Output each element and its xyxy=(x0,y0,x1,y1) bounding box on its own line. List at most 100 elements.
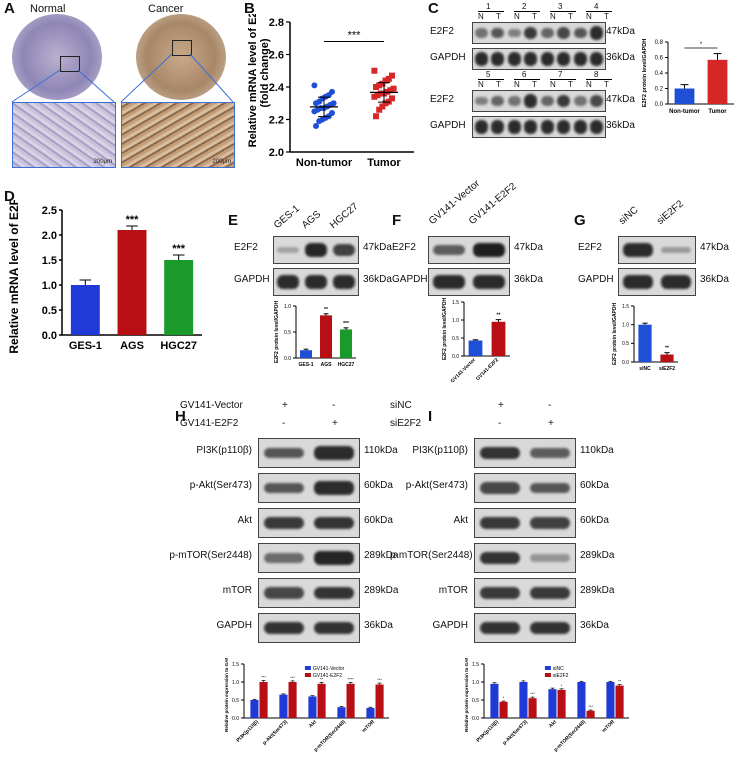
row-label: GAPDH xyxy=(578,274,614,285)
blot-band xyxy=(590,120,604,134)
x-tick-label: siNC xyxy=(639,366,651,372)
kda-label: 36kDa xyxy=(580,620,609,631)
lane-n-label: N xyxy=(478,80,484,89)
lane-n-label: N xyxy=(586,12,592,21)
y-tick-label: 0.0 xyxy=(655,102,664,108)
significance-label: *** xyxy=(290,675,295,680)
y-axis-label: (fold change) xyxy=(259,38,271,107)
bar xyxy=(586,710,595,718)
blot-band xyxy=(573,120,587,134)
significance-label: *** xyxy=(261,675,266,680)
blot-band xyxy=(433,275,465,289)
y-tick-label: 0.8 xyxy=(655,40,664,46)
significance-label: * xyxy=(700,42,703,48)
bar xyxy=(606,682,615,718)
lane-number: 3 xyxy=(558,2,563,11)
lane-number: 8 xyxy=(594,70,599,79)
bar xyxy=(528,698,537,718)
condition-1-label: siNC xyxy=(390,400,412,411)
chart-g-bar: 0.0 0.5 1.0 1.5 E2F2 protein level/GAPDH siNC… xyxy=(612,302,678,372)
blot-strip xyxy=(258,508,360,538)
e2f2-blot-strip xyxy=(472,90,606,112)
x-tick-label: GV141-Vector xyxy=(450,357,477,382)
significance-label: ** xyxy=(324,307,328,313)
lane-n-label: N xyxy=(550,12,556,21)
cancer-title: Cancer xyxy=(148,3,184,15)
row-label: PI3K(p110β) xyxy=(196,445,252,456)
x-tick-label: siE2F2 xyxy=(659,366,675,372)
blot-band xyxy=(474,28,488,38)
kda-label: 47kDa xyxy=(514,242,543,253)
kda-label: 36kDa xyxy=(364,620,393,631)
x-tick-label: Tumor xyxy=(367,157,401,169)
data-point xyxy=(389,72,395,79)
y-tick-label: 0.0 xyxy=(232,716,239,722)
blot-band xyxy=(530,621,570,635)
row-label: E2F2 xyxy=(392,242,416,253)
lane-number: 5 xyxy=(486,70,491,79)
blot-band xyxy=(433,244,465,256)
e2f2-blot-strip xyxy=(618,236,696,264)
y-axis-label: Relative mRNA level of E2F2 xyxy=(247,14,259,147)
y-tick-label: 0.4 xyxy=(655,71,664,77)
significance-label: *** xyxy=(348,30,362,42)
bar xyxy=(557,689,566,718)
x-tick-label: mTOR xyxy=(361,719,376,734)
legend-label: GV141-Vector xyxy=(313,666,345,672)
y-tick-label: 1.0 xyxy=(622,322,629,328)
lane-t-label: T xyxy=(532,80,537,89)
y-axis-label: E2F2 protein level/GAPDH xyxy=(274,300,280,363)
blot-e: GES-1 AGS HGC27 E2F2 47kDa GAPDH 36kDa xyxy=(228,198,398,318)
gapdh-blot-strip xyxy=(472,116,606,138)
row-label: GAPDH xyxy=(392,274,428,285)
blot-band xyxy=(540,28,554,38)
y-axis-label: Relative protein expression to GAPDH xyxy=(464,658,469,732)
blot-band xyxy=(480,586,520,600)
row-label: E2F2 xyxy=(430,26,454,37)
blot-band xyxy=(304,275,328,289)
blot-band xyxy=(524,52,538,66)
blot-band xyxy=(557,52,571,66)
blot-band xyxy=(491,52,505,66)
lane-number: 7 xyxy=(558,70,563,79)
lane-n-label: N xyxy=(550,80,556,89)
x-tick-label: HGC27 xyxy=(338,362,355,368)
y-tick-label: 0.0 xyxy=(622,360,629,366)
y-tick-label: 1.5 xyxy=(42,255,57,267)
blot-band xyxy=(540,96,554,106)
blot-band xyxy=(314,481,354,495)
y-tick-label: 0.6 xyxy=(655,56,664,62)
y-tick-label: 0.5 xyxy=(284,330,291,336)
data-point xyxy=(313,123,319,129)
x-tick-label: HGC27 xyxy=(160,340,197,352)
y-axis-label: Relative mRNA level of E2F2 xyxy=(7,200,21,354)
row-label: GAPDH xyxy=(430,120,466,131)
lane-t-label: T xyxy=(532,12,537,21)
kda-label: 36kDa xyxy=(514,274,543,285)
data-point xyxy=(313,100,319,107)
data-point xyxy=(373,113,379,120)
lane-number: 2 xyxy=(522,2,527,11)
panel-label-b: B xyxy=(244,0,255,17)
panel-label-h: H xyxy=(175,408,186,425)
blot-strip xyxy=(474,578,576,608)
data-point xyxy=(385,75,392,82)
row-label: GAPDH xyxy=(430,52,466,63)
blot-band xyxy=(332,275,356,289)
kda-label: 47kDa xyxy=(606,94,635,105)
row-label: p-mTOR(Ser2448) xyxy=(169,550,252,561)
y-tick-label: 0.5 xyxy=(472,698,479,704)
bar xyxy=(674,88,695,104)
lane-n-label: N xyxy=(586,80,592,89)
x-tick-label: Non-tumor xyxy=(296,157,353,169)
y-tick-label: 2.0 xyxy=(269,147,284,159)
significance-label: * xyxy=(561,683,563,688)
y-tick-label: 0.0 xyxy=(452,354,459,360)
lane-bracket xyxy=(550,11,576,12)
kda-label: 110kDa xyxy=(364,445,398,456)
y-tick-label: 0.5 xyxy=(232,698,239,704)
bar xyxy=(308,696,317,718)
data-point xyxy=(374,92,381,99)
y-tick-label: 0.5 xyxy=(42,305,57,317)
